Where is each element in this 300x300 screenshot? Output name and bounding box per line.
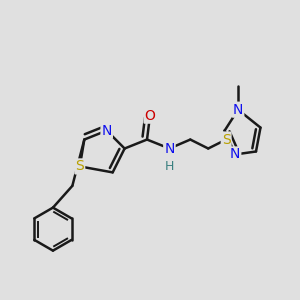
Text: S: S — [222, 133, 230, 146]
Text: O: O — [145, 109, 155, 123]
Text: N: N — [230, 148, 240, 161]
Text: N: N — [164, 142, 175, 155]
Text: N: N — [233, 103, 243, 117]
Text: N: N — [101, 124, 112, 138]
Text: S: S — [76, 159, 84, 173]
Text: H: H — [165, 160, 174, 173]
